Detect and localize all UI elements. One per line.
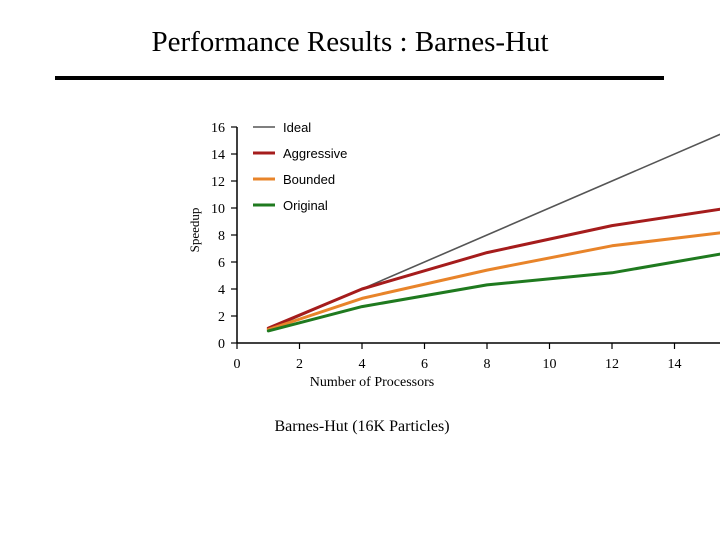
y-tick-label: 4 [218, 283, 225, 298]
x-tick-label: 8 [484, 357, 491, 372]
x-tick-label: 10 [543, 357, 557, 372]
y-tick-label: 16 [211, 121, 225, 136]
chart-caption: Barnes-Hut (16K Particles) [274, 418, 450, 435]
y-tick-label: 10 [211, 202, 225, 217]
legend-label-original: Original [283, 198, 328, 213]
series-line-aggressive [266, 207, 720, 330]
y-tick-label: 8 [218, 229, 225, 244]
x-tick-label: 0 [234, 357, 241, 372]
chart-series-lines [266, 133, 720, 333]
series-line-bounded [266, 231, 720, 331]
legend-label-ideal: Ideal [283, 120, 311, 135]
y-axis-label: Speedup [187, 208, 202, 253]
y-tick-label: 6 [218, 256, 225, 271]
chart-axes: 02468101214160246810121416 [211, 121, 720, 372]
x-tick-label: 6 [421, 357, 428, 372]
y-tick-label: 12 [211, 175, 225, 190]
chart-legend: Ideal Aggressive Bounded Original [253, 120, 347, 213]
x-axis-label: Number of Processors [310, 375, 434, 390]
x-tick-label: 12 [605, 357, 619, 372]
y-tick-label: 14 [211, 148, 225, 163]
series-line-original [266, 252, 720, 333]
title-divider [55, 76, 664, 80]
x-tick-label: 14 [668, 357, 682, 372]
legend-label-bounded: Bounded [283, 172, 335, 187]
y-tick-label: 2 [218, 310, 225, 325]
x-tick-label: 4 [359, 357, 366, 372]
y-tick-label: 0 [218, 337, 225, 352]
x-tick-label: 2 [296, 357, 303, 372]
slide-title: Performance Results : Barnes-Hut [151, 26, 549, 58]
legend-label-aggressive: Aggressive [283, 146, 347, 161]
